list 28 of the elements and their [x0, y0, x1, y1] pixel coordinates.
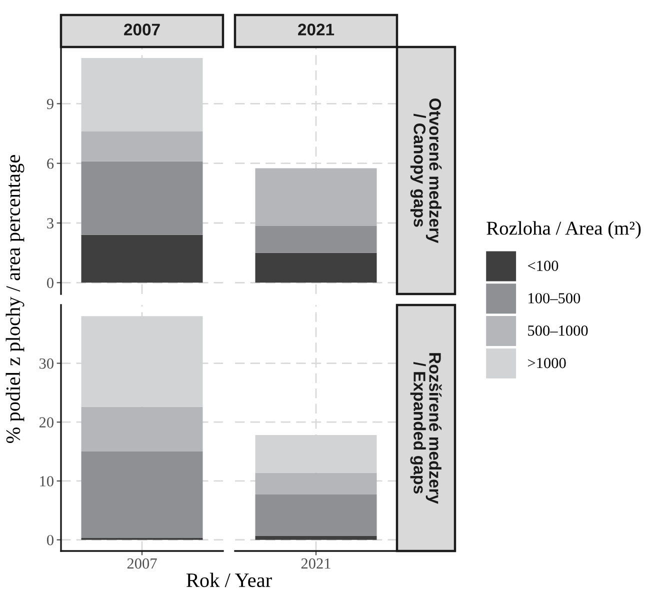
y-tick-label: 6 — [47, 158, 54, 169]
y-tick-label: 0 — [47, 534, 54, 546]
text: Otvorené medzery / Canopy gaps — [410, 98, 442, 244]
bar — [81, 161, 203, 235]
x-tick-label: 2007 — [124, 24, 160, 36]
bar — [81, 452, 203, 538]
bar — [255, 494, 377, 536]
y-tick-label: 3 — [47, 218, 54, 228]
bar — [81, 132, 203, 162]
bar — [81, 406, 203, 452]
legend-label: >1000 — [528, 358, 566, 368]
text: Rozšírené medzery / Expanded gaps — [410, 353, 442, 504]
legend-label: 100–500 — [528, 293, 580, 304]
y-tick-label: 0 — [47, 278, 54, 288]
legend-label: <100 — [528, 260, 558, 271]
bar — [255, 536, 377, 540]
chart-title: 2021 — [298, 24, 334, 36]
y-axis-title: % podiel z plochy / area percentage — [6, 155, 24, 443]
y-tick-label: 10 — [40, 476, 54, 486]
legend-label: 500–1000 — [528, 325, 588, 336]
bar — [81, 234, 203, 283]
x-axis-title: Rok / Year — [186, 572, 272, 588]
y-tick-label: 30 — [40, 358, 54, 369]
x-tick-label: 2007 — [127, 558, 157, 569]
y-tick-label: 20 — [39, 417, 54, 428]
legend-title: Rozloha / Area (m²) — [486, 221, 641, 239]
bar — [255, 472, 377, 494]
y-tick-label: 9 — [46, 98, 54, 110]
